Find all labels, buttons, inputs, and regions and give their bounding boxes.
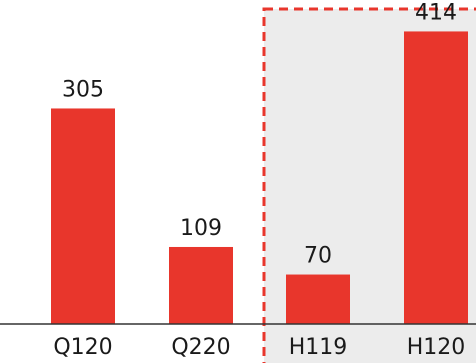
bar-value-label: 414 [415, 0, 457, 25]
bar-value-label: 109 [180, 216, 222, 241]
category-label: Q120 [53, 335, 112, 360]
bar-q120 [51, 108, 115, 324]
bar-h120 [404, 31, 468, 324]
category-label: H119 [289, 335, 348, 360]
bar-h119 [286, 274, 350, 324]
bar-value-label: 70 [304, 244, 332, 269]
bar-q220 [169, 246, 233, 324]
category-label: H120 [407, 335, 466, 360]
bar-value-label: 305 [62, 77, 104, 102]
category-label: Q220 [171, 335, 230, 360]
